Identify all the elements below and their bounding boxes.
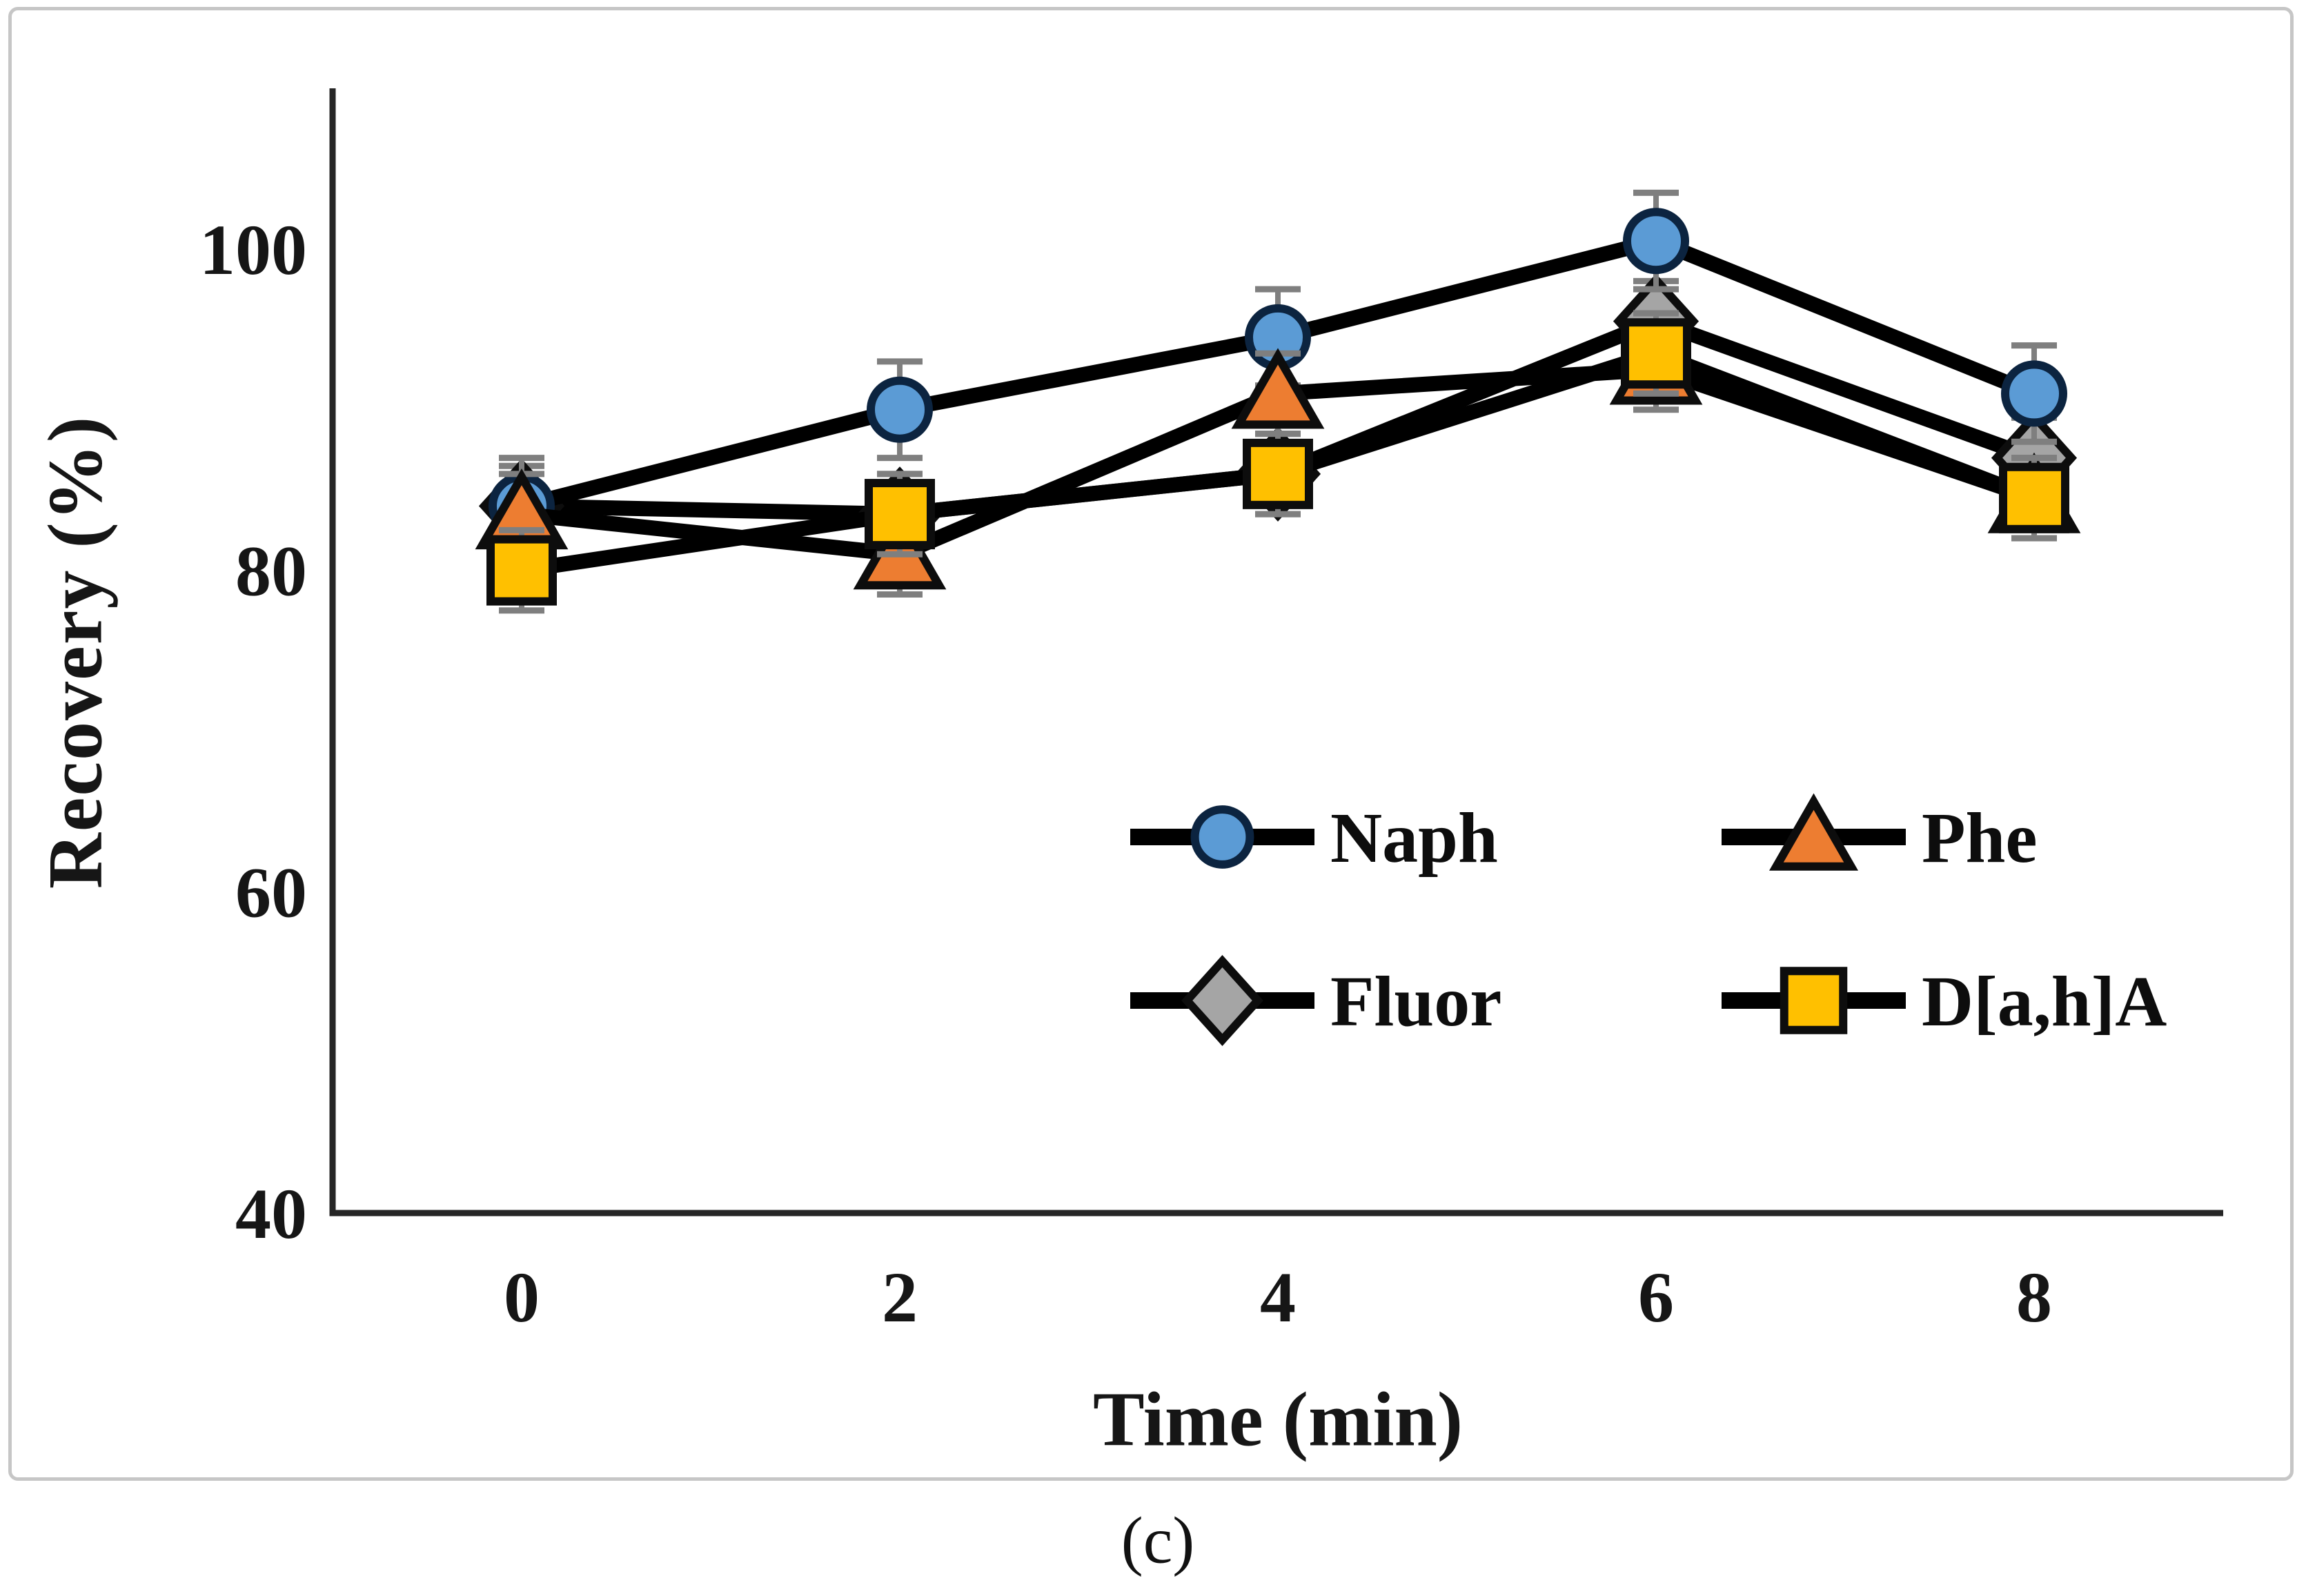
- figure-frame: [8, 7, 2294, 1481]
- x-tick-label: 6: [1638, 1258, 1674, 1337]
- legend-marker-Phe: [1768, 793, 1859, 871]
- legend-label: Naph: [1330, 798, 1498, 878]
- axes: [329, 88, 2223, 1216]
- data-point-D[a,h]A-4: [1999, 462, 2069, 533]
- x-tick-label: 2: [882, 1258, 918, 1337]
- legend-item-Fluor: Fluor: [1130, 955, 1501, 1046]
- data-point-D[a,h]A-0: [486, 535, 557, 606]
- data-point-Naph-1: [867, 376, 933, 443]
- y-tick-label: 80: [235, 532, 307, 611]
- y-tick-label: 40: [235, 1174, 307, 1254]
- x-tick-label: 0: [504, 1258, 540, 1337]
- data-point-D[a,h]A-1: [865, 479, 935, 550]
- x-tick-label: 4: [1260, 1258, 1296, 1337]
- legend-item-Phe: Phe: [1722, 793, 2038, 878]
- y-tick-label: 100: [199, 210, 307, 290]
- legend-item-Naph: Naph: [1130, 798, 1498, 878]
- data-point-D[a,h]A-2: [1243, 438, 1313, 509]
- legend-marker-Naph: [1190, 805, 1254, 869]
- y-axis-title: Recovery (%): [32, 415, 119, 889]
- legend-marker-D[a,h]A: [1780, 967, 1848, 1034]
- data-point-Phe-2: [1231, 348, 1325, 429]
- y-tick-label: 60: [235, 853, 307, 932]
- data-point-Naph-4: [2001, 360, 2067, 427]
- legend-label: D[a,h]A: [1922, 962, 2167, 1041]
- figure-caption: (c): [1121, 1503, 1195, 1577]
- x-axis-title: Time (min): [1092, 1377, 1464, 1463]
- data-point-Naph-3: [1623, 208, 1689, 275]
- legend-label: Fluor: [1330, 962, 1501, 1041]
- data-point-D[a,h]A-3: [1621, 318, 1691, 389]
- x-tick-label: 8: [2016, 1258, 2052, 1337]
- series-D[a,h]A: [486, 310, 2069, 614]
- legend-marker-Fluor: [1181, 955, 1263, 1046]
- legend-item-D[a,h]A: D[a,h]A: [1722, 962, 2167, 1041]
- legend-label: Phe: [1922, 798, 2038, 878]
